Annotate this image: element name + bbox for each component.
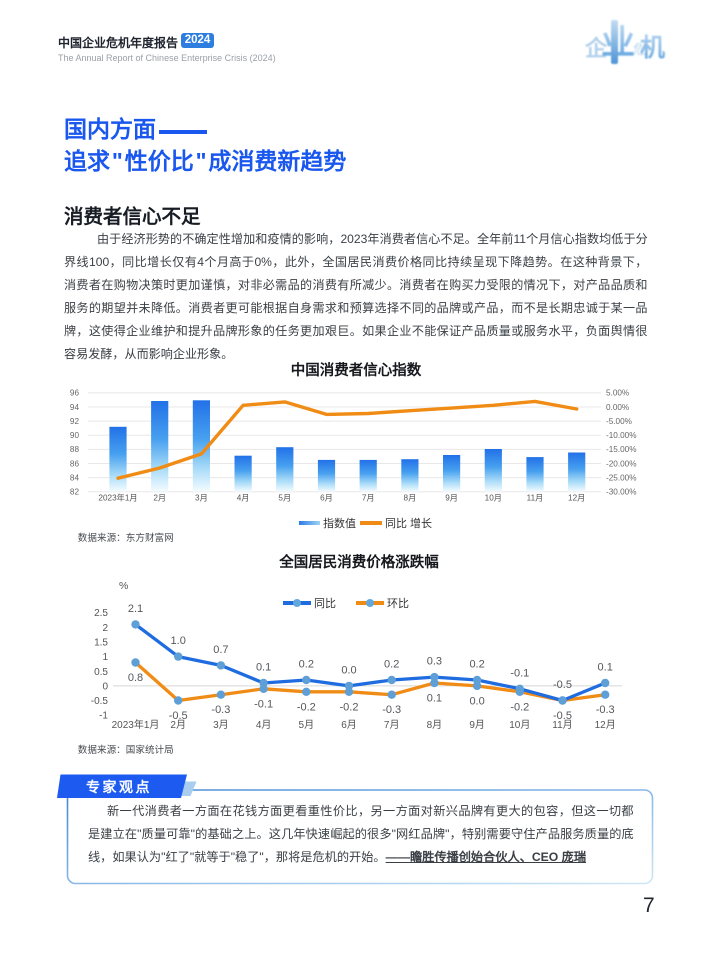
svg-text:10月: 10月 bbox=[485, 494, 502, 503]
svg-text:82: 82 bbox=[70, 488, 80, 497]
svg-text:-0.2: -0.2 bbox=[510, 701, 529, 713]
svg-text:0.2: 0.2 bbox=[469, 659, 484, 671]
svg-text:86: 86 bbox=[70, 459, 80, 468]
svg-text:6月: 6月 bbox=[320, 494, 333, 503]
svg-text:11月: 11月 bbox=[527, 494, 544, 503]
svg-text:4月: 4月 bbox=[256, 719, 272, 731]
svg-text:-0.5: -0.5 bbox=[91, 696, 109, 707]
svg-text:7月: 7月 bbox=[384, 719, 400, 731]
svg-text:84: 84 bbox=[70, 473, 80, 482]
svg-text:-20.00%: -20.00% bbox=[606, 459, 637, 468]
svg-text:7月: 7月 bbox=[362, 494, 375, 503]
svg-text:94: 94 bbox=[70, 403, 80, 412]
svg-text:-0.1: -0.1 bbox=[510, 667, 529, 679]
svg-text:0.1: 0.1 bbox=[256, 662, 271, 674]
svg-text:0.2: 0.2 bbox=[299, 659, 314, 671]
svg-text:8月: 8月 bbox=[404, 494, 417, 503]
svg-text:-5.00%: -5.00% bbox=[606, 417, 632, 426]
svg-text:2月: 2月 bbox=[153, 494, 166, 503]
svg-text:2023年1月: 2023年1月 bbox=[112, 718, 160, 731]
svg-text:-1: -1 bbox=[99, 711, 108, 722]
svg-text:4月: 4月 bbox=[237, 494, 250, 503]
svg-text:-0.3: -0.3 bbox=[596, 704, 615, 716]
svg-text:-0.1: -0.1 bbox=[254, 698, 273, 710]
svg-text:0.0: 0.0 bbox=[469, 695, 484, 707]
svg-text:-0.5: -0.5 bbox=[169, 710, 188, 722]
svg-text:-0.2: -0.2 bbox=[297, 701, 316, 713]
svg-text:0.7: 0.7 bbox=[213, 644, 228, 656]
svg-text:5月: 5月 bbox=[299, 719, 315, 731]
svg-text:2023年1月: 2023年1月 bbox=[98, 493, 137, 503]
svg-text:90: 90 bbox=[70, 431, 80, 440]
svg-text:0.1: 0.1 bbox=[427, 693, 442, 705]
svg-text:6月: 6月 bbox=[341, 719, 357, 731]
svg-text:2.5: 2.5 bbox=[94, 608, 108, 619]
svg-text:0.0: 0.0 bbox=[341, 664, 356, 676]
svg-text:1.5: 1.5 bbox=[94, 637, 108, 648]
svg-text:0.3: 0.3 bbox=[427, 656, 442, 668]
svg-text:0.5: 0.5 bbox=[94, 667, 108, 678]
svg-text:9月: 9月 bbox=[445, 494, 458, 503]
svg-text:3月: 3月 bbox=[195, 494, 208, 503]
svg-text:0.2: 0.2 bbox=[384, 659, 399, 671]
svg-text:11月: 11月 bbox=[552, 719, 572, 731]
svg-text:12月: 12月 bbox=[568, 494, 585, 503]
svg-text:-0.2: -0.2 bbox=[340, 701, 359, 713]
svg-text:5.00%: 5.00% bbox=[606, 389, 629, 398]
svg-text:0.00%: 0.00% bbox=[606, 403, 629, 412]
svg-text:1.0: 1.0 bbox=[171, 635, 186, 647]
svg-text:2.1: 2.1 bbox=[128, 603, 143, 615]
svg-text:专家观点: 专家观点 bbox=[86, 779, 152, 795]
svg-text:-0.5: -0.5 bbox=[553, 710, 572, 722]
svg-text:-0.5: -0.5 bbox=[553, 679, 572, 691]
svg-text:88: 88 bbox=[70, 445, 80, 454]
svg-text:-0.3: -0.3 bbox=[382, 704, 401, 716]
svg-text:5月: 5月 bbox=[278, 494, 291, 503]
svg-text:-25.00%: -25.00% bbox=[606, 473, 637, 482]
svg-text:-15.00%: -15.00% bbox=[606, 445, 637, 454]
svg-text:1: 1 bbox=[102, 652, 108, 663]
svg-text:-10.00%: -10.00% bbox=[606, 431, 637, 440]
svg-text:2月: 2月 bbox=[170, 719, 186, 731]
svg-text:10月: 10月 bbox=[509, 719, 530, 731]
svg-text:0.8: 0.8 bbox=[128, 672, 143, 684]
svg-text:12月: 12月 bbox=[595, 719, 616, 731]
svg-text:2: 2 bbox=[102, 623, 108, 634]
svg-text:9月: 9月 bbox=[469, 719, 485, 731]
svg-text:8月: 8月 bbox=[427, 719, 443, 731]
svg-text:3月: 3月 bbox=[213, 719, 229, 731]
svg-text:96: 96 bbox=[70, 389, 80, 398]
svg-text:0: 0 bbox=[102, 681, 108, 692]
svg-text:92: 92 bbox=[70, 417, 80, 426]
svg-text:0.1: 0.1 bbox=[598, 662, 613, 674]
svg-text:-30.00%: -30.00% bbox=[606, 488, 637, 497]
svg-text:-0.3: -0.3 bbox=[211, 704, 230, 716]
